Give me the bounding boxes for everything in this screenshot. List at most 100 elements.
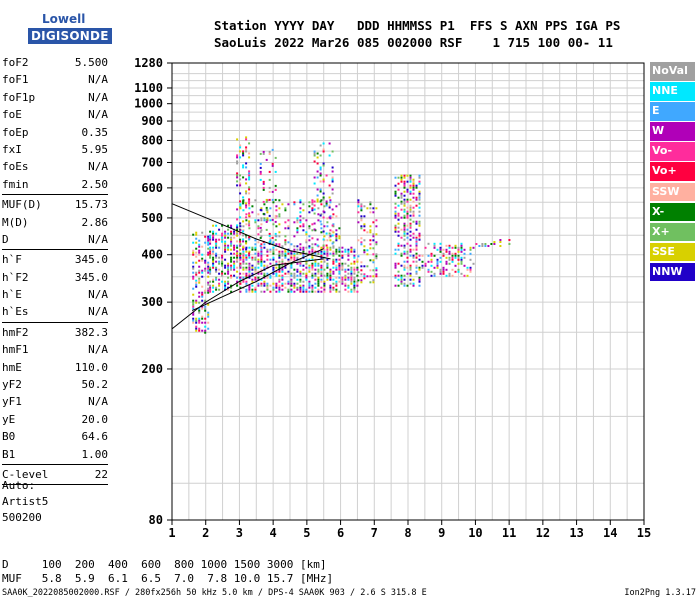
echo-point (311, 256, 314, 259)
logo-text-lowell: Lowell (42, 12, 86, 26)
echo-point (400, 244, 403, 247)
echo-point (271, 198, 274, 201)
echo-point (245, 148, 248, 151)
echo-point (436, 248, 439, 251)
echo-point (281, 252, 284, 255)
echo-point (290, 250, 293, 253)
echo-point (299, 264, 302, 267)
echo-point (268, 178, 271, 181)
echo-point (265, 200, 268, 203)
echo-point (316, 198, 319, 201)
echo-point (293, 252, 296, 255)
echo-point (239, 200, 242, 203)
echo-point (204, 235, 207, 238)
echo-point (201, 259, 204, 262)
echo-point (317, 288, 320, 291)
echo-point (274, 170, 277, 173)
param-label: fmin (2, 177, 29, 191)
echo-point (299, 274, 302, 277)
chart-grid (172, 63, 644, 520)
echo-point (320, 250, 323, 253)
echo-point (463, 252, 466, 255)
echo-point (403, 226, 406, 229)
echo-point (239, 262, 242, 265)
echo-point (242, 254, 245, 257)
echo-point (268, 214, 271, 217)
echo-point (192, 233, 195, 236)
echo-point (448, 256, 451, 259)
echo-point (328, 232, 331, 235)
echo-point (357, 203, 360, 206)
echo-point (409, 254, 412, 257)
param-label: MUF(D) (2, 198, 42, 212)
trace-lines (171, 203, 331, 330)
echo-point (242, 248, 245, 251)
echo-point (293, 282, 296, 285)
echo-point (257, 260, 260, 263)
echo-point (198, 239, 201, 242)
echo-point (251, 248, 254, 251)
echo-point (338, 262, 341, 265)
echo-point (439, 248, 442, 251)
echo-point (412, 210, 415, 213)
echo-point (418, 222, 421, 225)
legend-item-e: E (650, 102, 695, 121)
echo-point (403, 260, 406, 263)
echo-point (341, 268, 344, 271)
echo-point (369, 243, 372, 246)
echo-point (218, 238, 221, 241)
legend-item-sse: SSE (650, 242, 695, 262)
echo-point (329, 239, 332, 242)
echo-point (254, 221, 257, 224)
echo-point (281, 276, 284, 279)
echo-point (363, 245, 366, 248)
echo-point (448, 272, 451, 275)
echo-point (230, 226, 233, 229)
echo-point (195, 327, 198, 330)
x-tick-label: 15 (637, 526, 651, 540)
echo-point (284, 241, 287, 244)
echo-point (242, 220, 245, 223)
echo-point (201, 321, 204, 324)
echo-point (394, 194, 397, 197)
echo-point (290, 264, 293, 267)
echo-point (412, 192, 415, 195)
echo-point (311, 203, 314, 206)
echo-point (397, 182, 400, 185)
echo-point (251, 264, 254, 267)
echo-point (326, 246, 329, 249)
echo-point (394, 276, 397, 279)
echo-point (259, 226, 262, 229)
echo-point (215, 240, 218, 243)
echo-point (278, 207, 281, 210)
echo-point (204, 289, 207, 292)
echo-point (403, 194, 406, 197)
echo-point (212, 262, 215, 265)
echo-point (418, 258, 421, 261)
echo-point (311, 284, 314, 287)
echo-point (224, 258, 227, 261)
echo-point (357, 221, 360, 224)
echo-point (215, 256, 218, 259)
legend-item-x-: X+ (650, 222, 695, 242)
echo-point (415, 240, 418, 243)
echo-point (418, 236, 421, 239)
echo-point (375, 257, 378, 260)
echo-point (207, 241, 210, 244)
param-row: D N/A (2, 231, 108, 248)
echo-point (236, 246, 239, 249)
echo-point (308, 250, 311, 253)
echo-point (357, 271, 360, 274)
echo-point (239, 243, 242, 246)
echo-point (245, 166, 248, 169)
echo-point (236, 256, 239, 259)
echo-point (269, 239, 272, 242)
echo-point (311, 246, 314, 249)
echo-point (233, 256, 236, 259)
echo-point (221, 272, 224, 275)
echo-point (224, 242, 227, 245)
echo-point (451, 274, 454, 277)
echo-point (296, 252, 299, 255)
echo-point (233, 268, 236, 271)
echo-point (439, 272, 442, 275)
